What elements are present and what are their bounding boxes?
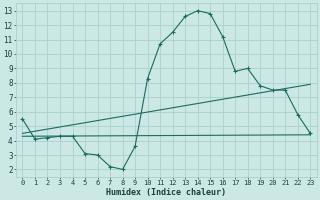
X-axis label: Humidex (Indice chaleur): Humidex (Indice chaleur) bbox=[106, 188, 226, 197]
